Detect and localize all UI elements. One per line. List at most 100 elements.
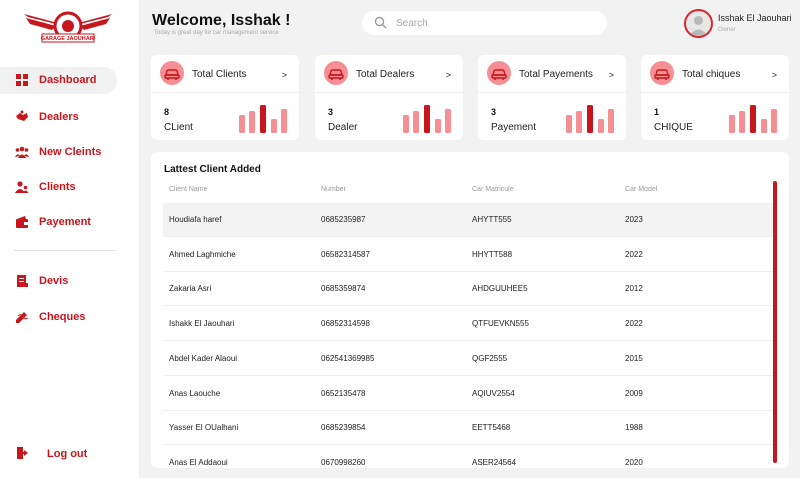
card-unit: Payement bbox=[491, 122, 537, 133]
table-cell: Zakaria Asri bbox=[169, 284, 212, 294]
table-cell: 06582314587 bbox=[321, 249, 370, 259]
table-row[interactable]: Ahmed Laghmiche 06582314587 HHYTT588 2022 bbox=[163, 238, 775, 272]
sidebar-item-label: New Cleints bbox=[39, 146, 102, 158]
table-cell: 2020 bbox=[625, 457, 643, 467]
card-unit: CHIQUE bbox=[654, 122, 693, 133]
table-cell: 2022 bbox=[625, 319, 643, 329]
search-input[interactable] bbox=[396, 14, 596, 32]
sidebar: GARAGE JAOUHARI Dashboard Dealers New Cl… bbox=[0, 0, 139, 478]
table-cell: 2015 bbox=[625, 353, 643, 363]
garage-logo[interactable]: GARAGE JAOUHARI bbox=[22, 8, 114, 48]
mini-bar bbox=[576, 111, 582, 133]
wallet-icon bbox=[16, 216, 28, 228]
mini-bar bbox=[771, 109, 777, 133]
user-name: Isshak El Jaouhari bbox=[718, 13, 792, 23]
table-row[interactable]: Anas Laouche 0652135478 AQIUV2554 2009 bbox=[163, 377, 775, 411]
table-cell: AHYTT555 bbox=[472, 215, 512, 224]
table-cell: Ishakk El Jaouhari bbox=[169, 319, 235, 329]
cheque-icon bbox=[16, 312, 29, 323]
card-total-chiques[interactable]: Total chiques >1 CHIQUE bbox=[641, 55, 789, 140]
table-cell: 062541369985 bbox=[321, 353, 375, 363]
table-cell: 0685359874 bbox=[321, 284, 366, 294]
card-total-dealers[interactable]: Total Dealers >3 Dealer bbox=[315, 55, 463, 140]
car-icon bbox=[487, 61, 511, 85]
table-row[interactable]: Houdiafa haref 0685235987 AHYTT555 2023 bbox=[163, 203, 775, 237]
mini-bar-chart bbox=[239, 105, 287, 133]
table-cell: 0685239854 bbox=[321, 423, 366, 433]
sidebar-divider bbox=[14, 250, 116, 251]
table-cell: 2012 bbox=[625, 284, 643, 294]
chevron-right-icon[interactable]: > bbox=[281, 70, 287, 80]
table-cell: 0652135478 bbox=[321, 388, 366, 398]
chevron-right-icon[interactable]: > bbox=[608, 70, 614, 80]
card-divider bbox=[315, 92, 463, 93]
table-cell: 2022 bbox=[625, 249, 643, 259]
sidebar-item-dealers[interactable]: Dealers bbox=[0, 104, 117, 131]
card-divider bbox=[641, 92, 789, 93]
table-row[interactable]: Yasser El OUalhani 0685239854 EETT5468 1988 bbox=[163, 411, 775, 446]
card-value: 3 bbox=[491, 107, 497, 117]
table-row[interactable]: Anas El Addaoui 0670998260 ASER24564 2020 bbox=[163, 446, 775, 468]
sidebar-item-new-cleints[interactable]: New Cleints bbox=[0, 139, 117, 166]
chevron-right-icon[interactable]: > bbox=[771, 70, 777, 80]
mini-bar-chart bbox=[566, 105, 614, 133]
card-title: Total Dealers bbox=[356, 69, 415, 80]
mini-bar bbox=[403, 115, 409, 133]
grid-icon bbox=[16, 74, 28, 86]
mini-bar bbox=[445, 109, 451, 133]
table-cell: Houdiafa haref bbox=[169, 215, 222, 224]
card-total-payements[interactable]: Total Payements >3 Payement bbox=[478, 55, 626, 140]
sidebar-item-label: Payement bbox=[39, 216, 91, 228]
table-cell: Abdel Kader Alaoui bbox=[169, 353, 238, 363]
mini-bar bbox=[260, 105, 266, 133]
chevron-right-icon[interactable]: > bbox=[445, 70, 451, 80]
table-cell: HHYTT588 bbox=[472, 249, 513, 259]
column-header: Number bbox=[321, 186, 346, 193]
page-title: Welcome, Isshak ! bbox=[152, 12, 291, 29]
table-cell: Ahmed Laghmiche bbox=[169, 249, 236, 259]
user-profile[interactable]: Isshak El Jaouhari Owner bbox=[684, 9, 800, 39]
sidebar-item-clients[interactable]: Clients bbox=[0, 174, 117, 201]
group-icon bbox=[15, 146, 29, 158]
car-icon bbox=[160, 61, 184, 85]
sidebar-item-label: Clients bbox=[39, 181, 76, 193]
card-title: Total Clients bbox=[192, 69, 247, 80]
scrollbar[interactable] bbox=[773, 181, 777, 463]
mini-bar bbox=[239, 115, 245, 133]
card-unit: CLient bbox=[164, 122, 193, 133]
mini-bar bbox=[413, 111, 419, 133]
card-value: 3 bbox=[328, 107, 334, 117]
table-row[interactable]: Ishakk El Jaouhari 06852314598 QTFUEVKN555… bbox=[163, 307, 775, 342]
table-row[interactable]: Zakaria Asri 0685359874 AHDGUUHEE5 2012 bbox=[163, 272, 775, 307]
table-cell: Yasser El OUalhani bbox=[169, 423, 239, 433]
logout-button[interactable]: Log out bbox=[0, 440, 117, 467]
handshake-icon bbox=[16, 110, 28, 121]
card-value: 1 bbox=[654, 107, 660, 117]
sidebar-item-dashboard[interactable]: Dashboard bbox=[0, 67, 117, 94]
card-title: Total chiques bbox=[682, 69, 741, 80]
search-bar[interactable] bbox=[362, 11, 607, 35]
mini-bar bbox=[608, 109, 614, 133]
sidebar-item-cheques[interactable]: Cheques bbox=[0, 304, 117, 331]
table-cell: 06852314598 bbox=[321, 319, 370, 329]
sidebar-item-payement[interactable]: Payement bbox=[0, 209, 117, 236]
avatar[interactable] bbox=[684, 9, 713, 38]
column-header: Car Model bbox=[625, 186, 658, 193]
mini-bar bbox=[598, 119, 604, 133]
sidebar-item-label: Devis bbox=[39, 275, 69, 287]
table-cell: 0685235987 bbox=[321, 215, 366, 224]
card-total-clients[interactable]: Total Clients >8 CLient bbox=[151, 55, 299, 140]
table-row[interactable]: Abdel Kader Alaoui 062541369985 QGF2555 201… bbox=[163, 342, 775, 376]
card-divider bbox=[151, 92, 299, 93]
card-unit: Dealer bbox=[328, 122, 358, 133]
card-title: Total Payements bbox=[519, 69, 593, 80]
sidebar-item-devis[interactable]: Devis bbox=[0, 268, 117, 295]
mini-bar bbox=[587, 105, 593, 133]
logo-text: GARAGE JAOUHARI bbox=[41, 36, 96, 42]
user-role: Owner bbox=[718, 27, 736, 33]
table-cell: 0670998260 bbox=[321, 457, 366, 467]
mini-bar bbox=[729, 115, 735, 133]
table-cell: Anas El Addaoui bbox=[169, 457, 228, 467]
panel-title: Lattest Client Added bbox=[164, 164, 261, 175]
table-cell: AQIUV2554 bbox=[472, 388, 515, 398]
